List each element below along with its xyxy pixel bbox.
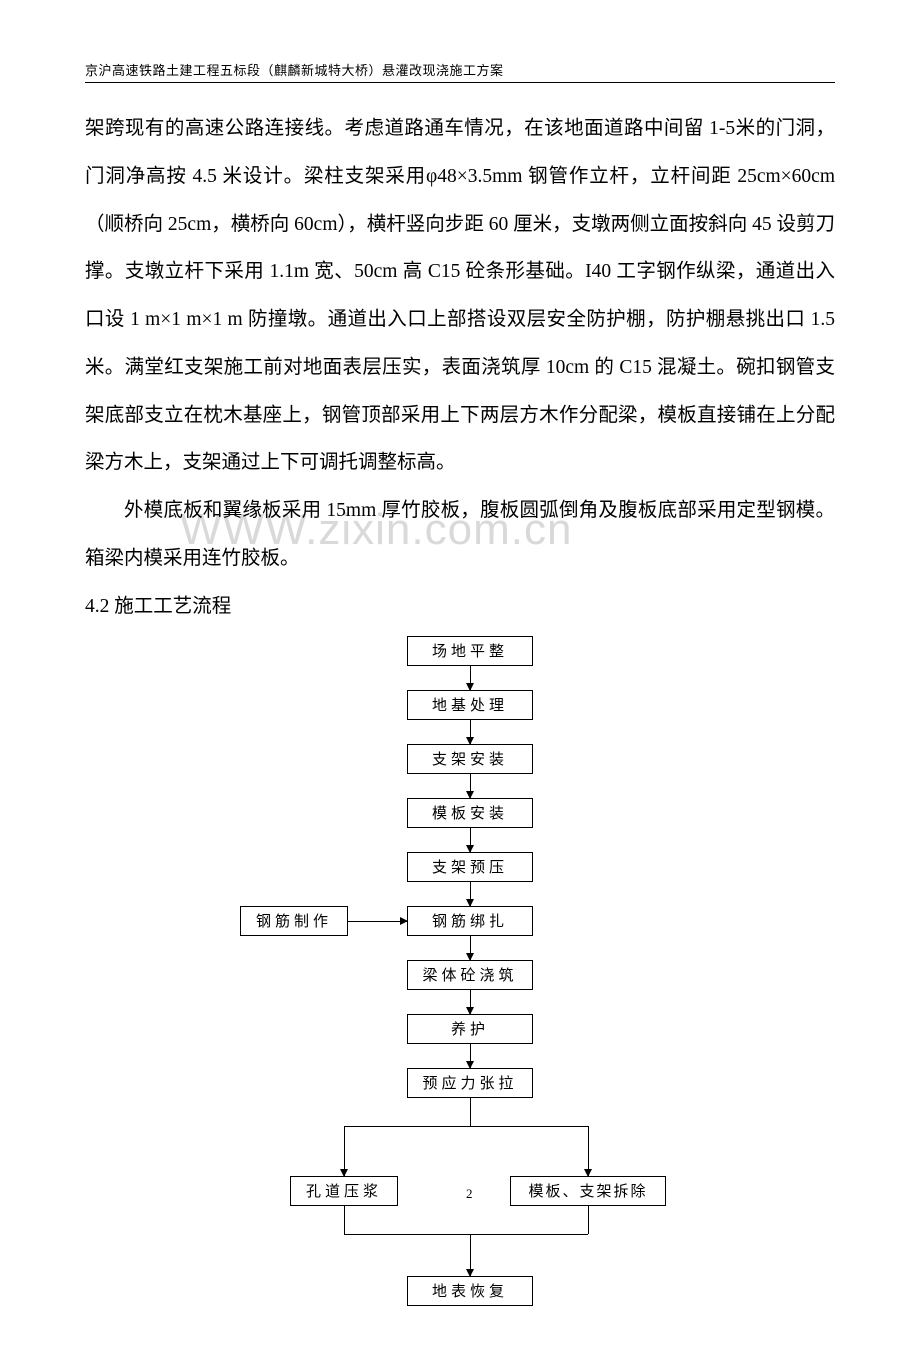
flow-arrow (470, 1044, 471, 1068)
flow-node-n7: 梁体砼浇筑 (407, 960, 533, 990)
flow-node-n6: 钢筋绑扎 (407, 906, 533, 936)
flow-line (588, 1206, 589, 1234)
flow-node-n3: 支架安装 (407, 744, 533, 774)
flow-arrow (470, 990, 471, 1014)
flow-arrow (470, 774, 471, 798)
flow-line (344, 1126, 345, 1176)
paragraph-1: 架跨现有的高速公路连接线。考虑道路通车情况，在该地面道路中间留 1-5米的门洞，… (85, 105, 835, 487)
flow-arrow (470, 666, 471, 690)
flow-node-n9: 预应力张拉 (407, 1068, 533, 1098)
flow-node-n10a: 孔道压浆 (290, 1176, 398, 1206)
flow-line (470, 1234, 471, 1276)
flow-node-n5: 支架预压 (407, 852, 533, 882)
body-text: 架跨现有的高速公路连接线。考虑道路通车情况，在该地面道路中间留 1-5米的门洞，… (85, 105, 835, 583)
page-number: 2 (466, 1186, 473, 1202)
flow-arrow (470, 828, 471, 852)
flow-node-n6b: 钢筋制作 (240, 906, 348, 936)
flow-arrow (470, 882, 471, 906)
flow-node-n8: 养护 (407, 1014, 533, 1044)
flow-line (344, 1206, 345, 1234)
flow-arrow (470, 720, 471, 744)
page-header: 京沪高速铁路土建工程五标段（麒麟新城特大桥）悬灌改现浇施工方案 (85, 60, 835, 83)
flow-line (470, 1098, 471, 1126)
flow-node-n11: 地表恢复 (407, 1276, 533, 1306)
flow-node-n10b: 模板、支架拆除 (510, 1176, 666, 1206)
section-title: 4.2 施工工艺流程 (85, 589, 835, 624)
flow-node-n2: 地基处理 (407, 690, 533, 720)
process-flowchart: 场地平整地基处理支架安装模板安装支架预压钢筋绑扎 钢筋制作梁体砼浇筑养护预应力张拉… (180, 636, 740, 1326)
flow-line (344, 1234, 588, 1235)
flow-node-n1: 场地平整 (407, 636, 533, 666)
flow-arrow (348, 921, 407, 922)
paragraph-2: 外模底板和翼缘板采用 15mm 厚竹胶板，腹板圆弧倒角及腹板底部采用定型钢模。箱… (85, 487, 835, 583)
flow-line (588, 1126, 589, 1176)
flow-node-n4: 模板安装 (407, 798, 533, 828)
flow-line (344, 1126, 588, 1127)
flow-arrow (470, 936, 471, 960)
